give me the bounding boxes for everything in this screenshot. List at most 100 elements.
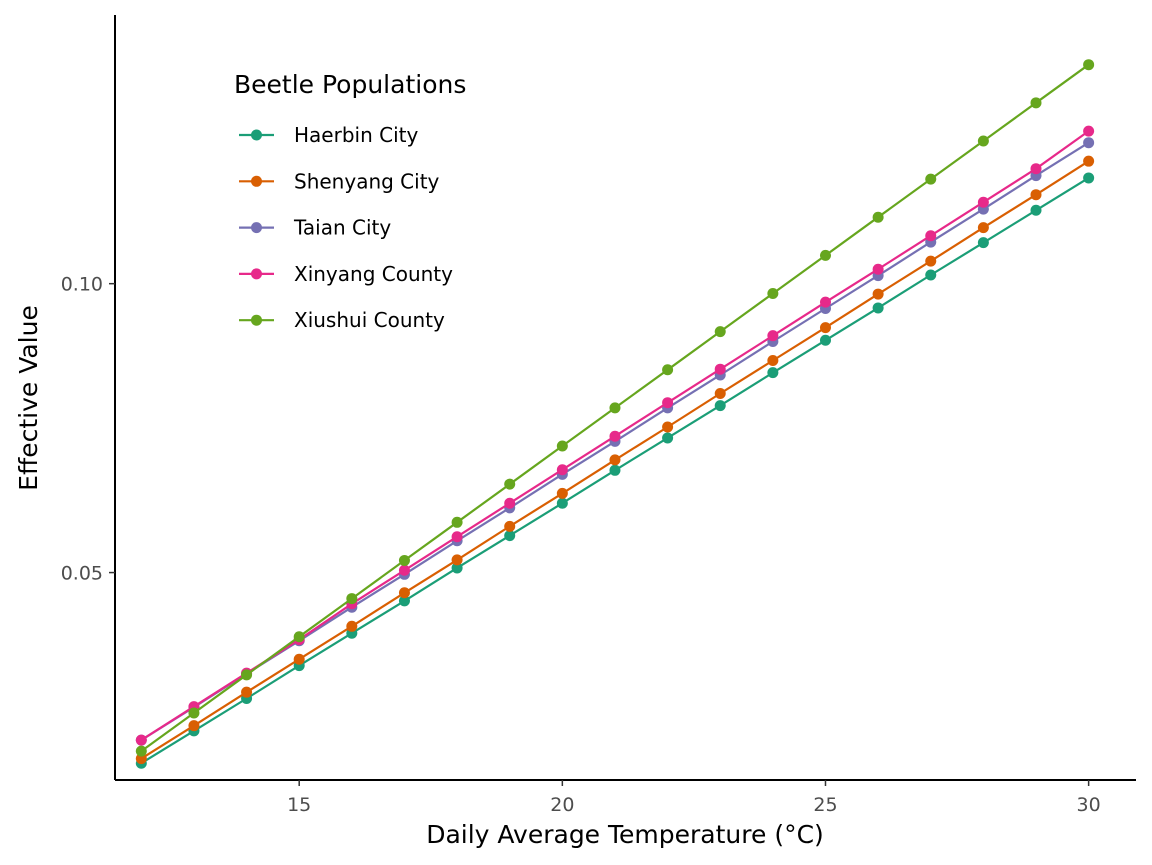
x-tick-label: 25: [813, 794, 837, 816]
legend-label: Taian City: [293, 216, 391, 240]
legend: Beetle Populations Haerbin City Shenyang …: [234, 70, 466, 332]
data-point-haerbin-city: [1030, 204, 1042, 216]
data-point-shenyang-city: [451, 554, 463, 566]
data-point-haerbin-city: [662, 432, 674, 444]
legend-label: Xiushui County: [294, 308, 445, 332]
y-axis-title: Effective Value: [14, 305, 43, 491]
y-tick-label: 0.05: [61, 563, 103, 585]
data-point-haerbin-city: [767, 367, 779, 379]
data-point-haerbin-city: [714, 400, 726, 412]
x-tick-label: 15: [287, 794, 311, 816]
data-point-shenyang-city: [556, 487, 568, 499]
data-point-shenyang-city: [767, 355, 779, 367]
data-point-xiushui-county: [872, 211, 884, 223]
x-tick-label: 20: [550, 794, 574, 816]
data-point-xiushui-county: [293, 631, 305, 643]
data-point-xinyang-county: [714, 363, 726, 375]
data-point-xinyang-county: [872, 263, 884, 275]
data-point-xinyang-county: [925, 230, 937, 242]
data-point-shenyang-city: [504, 520, 516, 532]
data-point-shenyang-city: [609, 454, 621, 466]
legend-title: Beetle Populations: [234, 70, 466, 99]
data-point-xiushui-county: [767, 287, 779, 299]
legend-key-point: [251, 129, 262, 141]
legend-key-point: [251, 268, 262, 280]
data-point-shenyang-city: [872, 288, 884, 300]
data-point-xinyang-county: [451, 531, 463, 543]
legend-key-point: [251, 314, 262, 326]
legend-key-point: [251, 222, 262, 234]
data-point-xiushui-county: [662, 364, 674, 376]
data-point-xiushui-county: [346, 593, 358, 605]
series-lines: [135, 59, 1095, 769]
data-point-xiushui-county: [925, 173, 937, 185]
data-point-xinyang-county: [135, 734, 147, 746]
data-point-shenyang-city: [714, 387, 726, 399]
legend-item-taian-city: Taian City: [239, 216, 391, 240]
data-point-xiushui-county: [398, 554, 410, 566]
axes: 15 20 25 30 0.05 0.10: [61, 15, 1136, 816]
x-tick-label: 30: [1077, 794, 1101, 816]
legend-label: Xinyang County: [294, 262, 453, 286]
data-point-haerbin-city: [872, 302, 884, 314]
data-point-shenyang-city: [398, 587, 410, 599]
data-point-shenyang-city: [977, 222, 989, 234]
data-point-shenyang-city: [662, 421, 674, 433]
data-point-xiushui-county: [977, 135, 989, 147]
data-point-shenyang-city: [241, 686, 253, 698]
data-point-shenyang-city: [925, 255, 937, 267]
data-point-haerbin-city: [609, 464, 621, 476]
series-haerbin-city: [135, 172, 1095, 769]
data-point-xiushui-county: [188, 707, 200, 719]
legend-item-xiushui-county: Xiushui County: [239, 308, 445, 332]
data-point-shenyang-city: [819, 322, 831, 334]
data-point-xinyang-county: [1083, 125, 1095, 137]
data-point-xinyang-county: [556, 464, 568, 476]
legend-item-shenyang-city: Shenyang City: [239, 169, 440, 193]
legend-key-point: [251, 175, 262, 187]
legend-label: Haerbin City: [294, 123, 418, 147]
data-point-xiushui-county: [819, 249, 831, 261]
data-point-haerbin-city: [977, 237, 989, 249]
data-point-xinyang-county: [1030, 163, 1042, 175]
data-point-haerbin-city: [398, 595, 410, 607]
legend-item-xinyang-county: Xinyang County: [239, 262, 453, 286]
data-point-haerbin-city: [556, 497, 568, 509]
data-point-xinyang-county: [767, 330, 779, 342]
data-point-xinyang-county: [977, 196, 989, 208]
series-shenyang-city: [135, 155, 1095, 765]
data-point-xinyang-county: [609, 430, 621, 442]
x-axis-title: Daily Average Temperature (°C): [426, 820, 824, 849]
legend-label: Shenyang City: [294, 169, 440, 193]
data-point-xiushui-county: [241, 669, 253, 681]
y-tick-label: 0.10: [61, 274, 103, 296]
data-point-xiushui-county: [1083, 59, 1095, 71]
data-point-xiushui-county: [504, 478, 516, 490]
data-point-shenyang-city: [188, 720, 200, 732]
data-point-xiushui-county: [135, 745, 147, 757]
data-point-xiushui-county: [451, 516, 463, 528]
data-point-xiushui-county: [609, 402, 621, 414]
data-point-taian-city: [1083, 137, 1095, 149]
data-point-xinyang-county: [398, 564, 410, 576]
data-point-haerbin-city: [925, 269, 937, 281]
legend-item-haerbin-city: Haerbin City: [239, 123, 418, 147]
data-point-xinyang-county: [662, 397, 674, 409]
series-xiushui-county: [135, 59, 1095, 757]
series-xinyang-county: [135, 125, 1095, 746]
data-point-shenyang-city: [293, 653, 305, 665]
data-point-xinyang-county: [819, 296, 831, 308]
data-point-shenyang-city: [1083, 155, 1095, 167]
data-point-haerbin-city: [504, 530, 516, 542]
data-point-haerbin-city: [451, 562, 463, 574]
data-point-xinyang-county: [504, 497, 516, 509]
data-point-xiushui-county: [1030, 97, 1042, 109]
data-point-shenyang-city: [1030, 189, 1042, 201]
data-point-haerbin-city: [1083, 172, 1095, 184]
data-point-haerbin-city: [819, 334, 831, 346]
data-point-xiushui-county: [714, 326, 726, 338]
data-point-shenyang-city: [346, 620, 358, 632]
data-point-xiushui-county: [556, 440, 568, 452]
